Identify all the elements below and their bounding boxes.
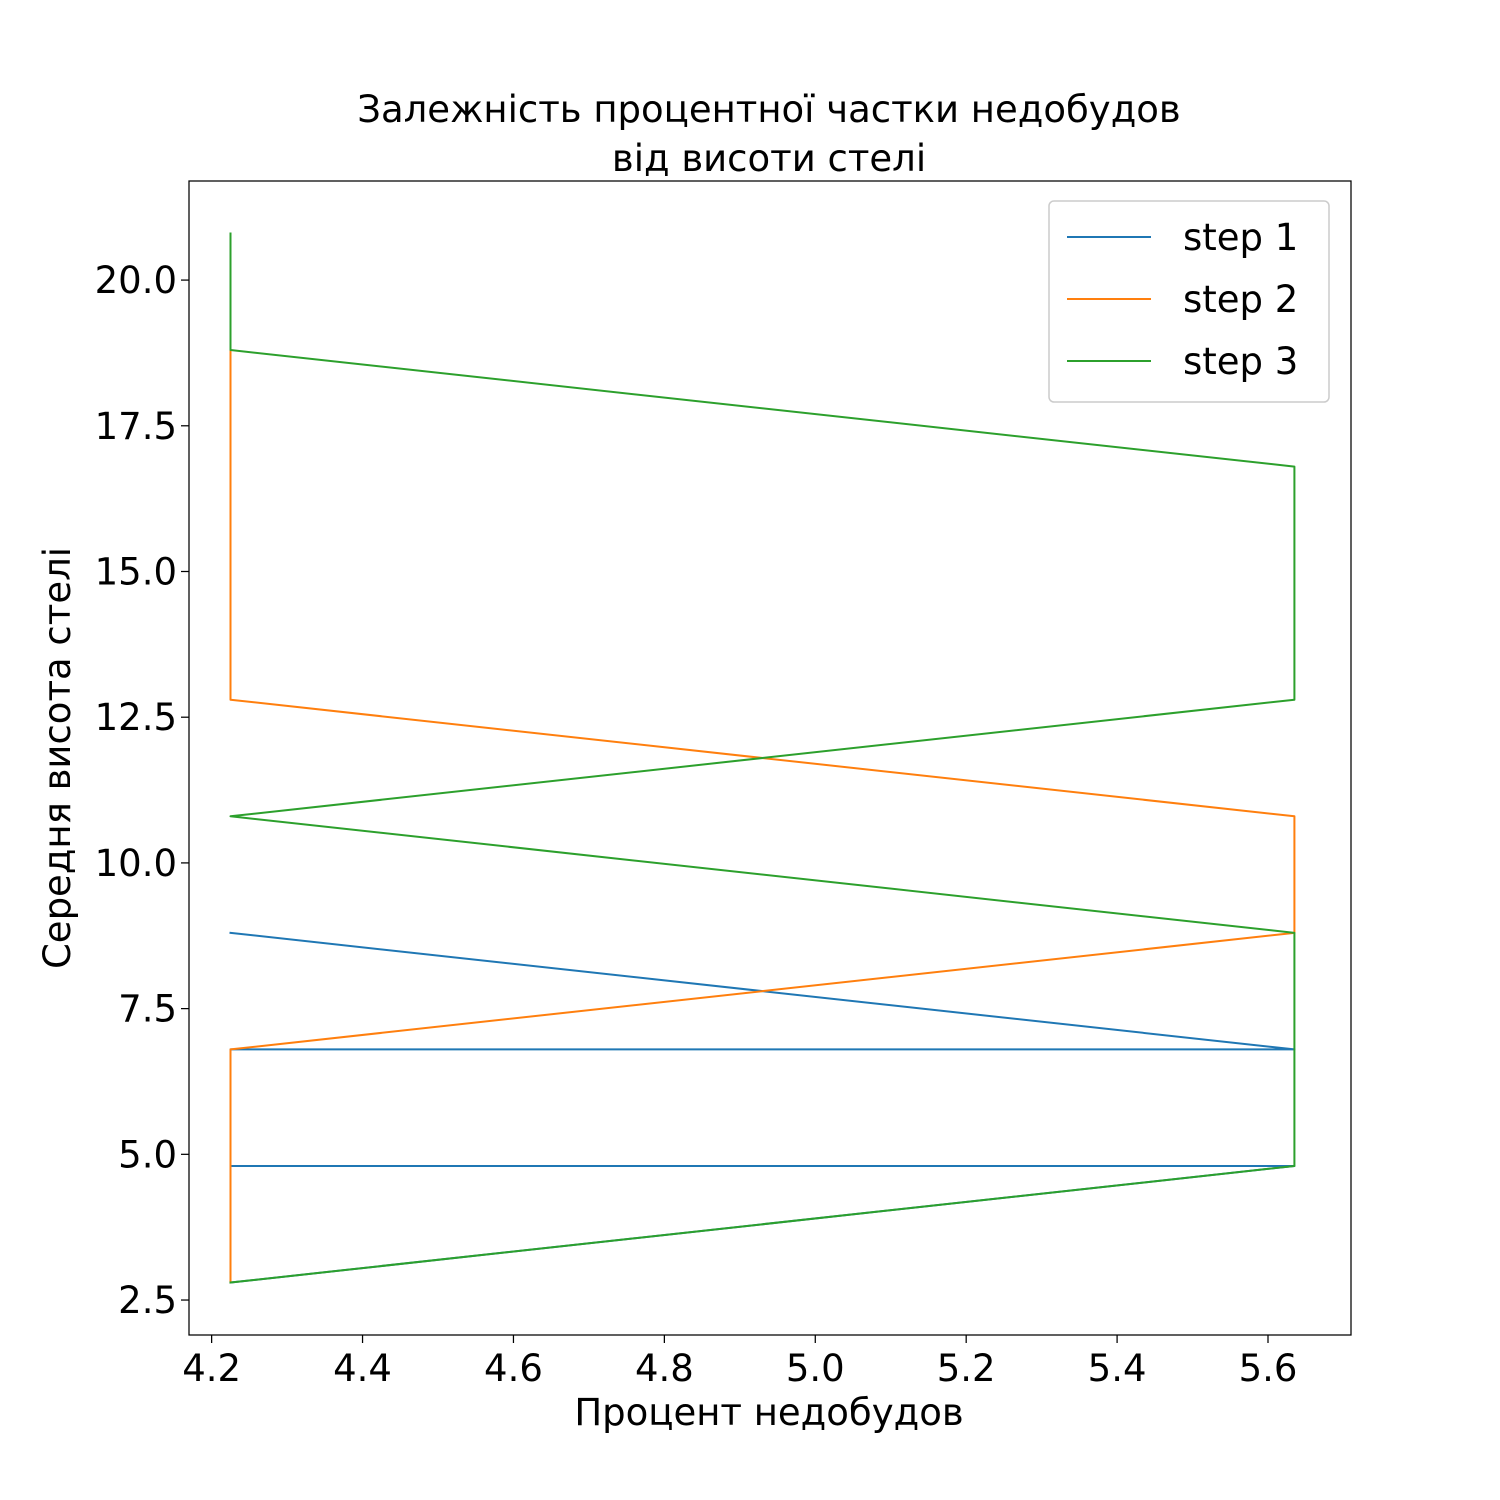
y-tick-label-3: 7.5 bbox=[118, 988, 177, 1031]
x-tick-label-5: 5.0 bbox=[786, 1347, 845, 1390]
series-layer bbox=[229, 232, 1296, 1284]
legend-items: step 1 step 2 step 3 bbox=[1067, 216, 1298, 383]
x-axis-ticks: 4.2 4.4 4.6 4.8 5.0 5.2 5.4 5.6 bbox=[182, 1335, 1297, 1390]
x-tick-label-7: 5.4 bbox=[1088, 1347, 1147, 1390]
x-tick-label-6: 5.2 bbox=[937, 1347, 996, 1390]
y-tick-label-1: 2.5 bbox=[118, 1279, 177, 1322]
x-tick-label-8: 5.6 bbox=[1239, 1347, 1298, 1390]
y-tick-label-7: 17.5 bbox=[95, 405, 177, 448]
series-line-3 bbox=[229, 232, 1296, 1284]
x-tick-label-4: 4.8 bbox=[635, 1347, 694, 1390]
legend-label-1: step 1 bbox=[1183, 216, 1298, 259]
y-tick-label-4: 10.0 bbox=[95, 842, 177, 885]
chart-title: Залежність процентної частки недобудов bbox=[357, 88, 1180, 131]
x-axis-label: Процент недобудов bbox=[574, 1391, 963, 1434]
legend-box bbox=[1048, 200, 1330, 403]
y-tick-label-6: 15.0 bbox=[95, 550, 177, 593]
y-tick-label-5: 12.5 bbox=[95, 696, 177, 739]
legend-label-3: step 3 bbox=[1183, 340, 1298, 383]
y-axis-label: Середня висота стелі bbox=[36, 547, 79, 969]
y-tick-label-8: 20.0 bbox=[95, 259, 177, 302]
plot-frame bbox=[188, 180, 1352, 1336]
x-tick-label-1: 4.2 bbox=[182, 1347, 241, 1390]
chart-subtitle: від висоти стелі bbox=[612, 137, 926, 180]
x-tick-label-2: 4.4 bbox=[333, 1347, 392, 1390]
legend: step 1 step 2 step 3 bbox=[1048, 200, 1330, 403]
x-tick-label-3: 4.6 bbox=[484, 1347, 543, 1390]
legend-label-2: step 2 bbox=[1183, 278, 1298, 321]
y-axis-ticks: 2.5 5.0 7.5 10.0 12.5 15.0 17.5 20.0 bbox=[95, 259, 189, 1322]
series-line-2 bbox=[229, 349, 1296, 1284]
y-tick-label-2: 5.0 bbox=[118, 1133, 177, 1176]
